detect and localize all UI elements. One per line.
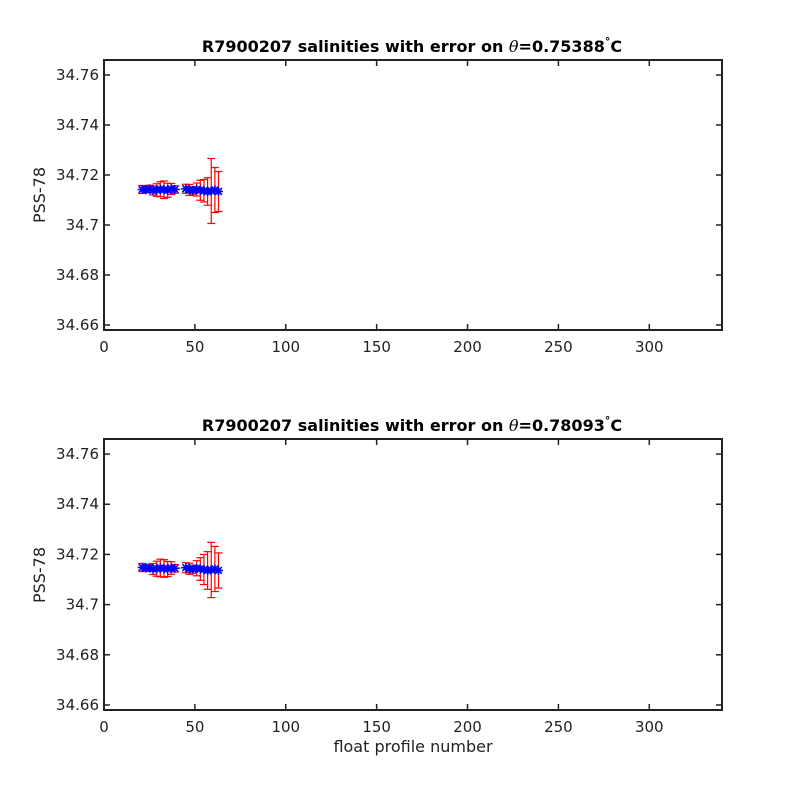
chart-title-2: R7900207 salinities with error on θ=0.78… [202,414,622,435]
y-tick-label: 34.68 [56,266,99,284]
marker-stroke [170,564,179,573]
marker-stroke [170,185,179,194]
y-axis-label-2: PSS-78 [30,547,49,603]
x-axis-label-2: float profile number [333,737,493,756]
y-tick-label: 34.76 [56,445,99,463]
marker-stroke [214,187,223,196]
marker-stroke [214,566,223,575]
ticks-2: 0 50 100 150 200 250 300 34.66 34.68 34.7 34.72 34.… [56,439,722,736]
chart-title-2-value: =0.78093 [519,416,605,435]
chart-title-1-value: =0.75388 [519,37,605,56]
chart-title-2-unit: C [610,416,622,435]
y-tick-label: 34.76 [56,66,99,84]
data-point [214,187,224,196]
y-axis-label-1: PSS-78 [30,167,49,223]
chart-title-1: R7900207 salinities with error on θ=0.75… [202,35,622,56]
marker-stroke [181,563,190,572]
data-point [170,185,180,194]
data-point [163,185,173,195]
y-tick-label: 34.7 [66,216,99,234]
x-tick-label: 50 [185,718,204,736]
y-tick-label: 34.72 [56,166,99,184]
y-tick-label: 34.66 [56,696,99,714]
plot-area-2 [137,541,224,599]
data-point [214,565,224,575]
y-tick-label: 34.68 [56,646,99,664]
x-tick-label: 250 [544,718,573,736]
marker-stroke [210,186,219,194]
plot-frame-2 [103,438,723,711]
chart-title-2-prefix: R7900207 salinities with error on [202,416,509,435]
x-tick-label: 0 [99,338,109,356]
x-tick-label: 150 [362,338,391,356]
chart-title-2-degree: ° [605,414,611,427]
x-tick-label: 300 [635,718,664,736]
chart-title-1-prefix: R7900207 salinities with error on [202,37,509,56]
chart-title-1-unit: C [610,37,622,56]
x-tick-label: 150 [362,718,391,736]
chart-title-2-theta: θ [509,416,519,435]
y-tick-label: 34.74 [56,495,99,513]
ticks-1: 0 50 100 150 200 250 300 34.66 34.68 34.7 34.72 34.… [56,60,722,356]
plot-frame-1 [103,59,723,331]
y-tick-label: 34.74 [56,116,99,134]
y-tick-label: 34.66 [56,316,99,334]
chart-panel-2: R7900207 salinities with error on θ=0.78… [30,414,723,756]
x-tick-label: 200 [453,718,482,736]
marker-stroke [210,565,219,573]
y-tick-label: 34.7 [66,596,99,614]
plot-area-1 [137,157,224,225]
data-point [170,563,180,573]
marker-stroke [145,184,154,193]
chart-title-1-theta: θ [509,37,519,56]
x-tick-label: 50 [185,338,204,356]
marker-stroke [145,563,154,572]
marker-stroke [181,184,190,193]
chart-title-1-degree: ° [605,35,611,48]
x-tick-label: 0 [99,718,109,736]
x-tick-label: 250 [544,338,573,356]
x-tick-label: 100 [271,718,300,736]
x-tick-label: 300 [635,338,664,356]
x-tick-label: 100 [271,338,300,356]
y-tick-label: 34.72 [56,545,99,563]
marker-stroke [200,565,208,574]
x-tick-label: 200 [453,338,482,356]
chart-panel-1: R7900207 salinities with error on θ=0.75… [30,35,723,356]
